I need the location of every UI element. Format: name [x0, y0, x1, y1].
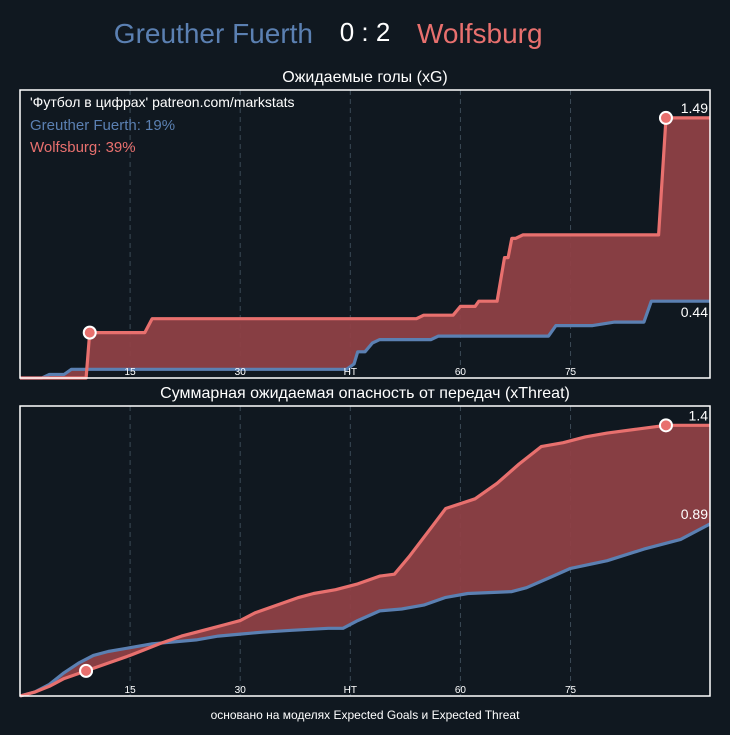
xg-chart: 15 30 HT 60 75 1.49 0.44: [19, 89, 711, 380]
xthreat-tick-label: 15: [125, 685, 137, 696]
xthreat-chart: 15 30 HT 60 75 1.4 0.89: [19, 405, 711, 698]
xg-tick-label: 15: [125, 367, 137, 378]
xthreat-home-line: [19, 522, 711, 698]
xg-tick-label: 30: [235, 367, 247, 378]
xthreat-goal-marker: [79, 663, 94, 678]
away-team-name: Wolfsburg: [417, 18, 543, 49]
xg-home-line: [20, 299, 710, 380]
xg-goal-marker: [658, 110, 673, 125]
xg-away-line: [20, 116, 710, 380]
xthreat-tick-label: 75: [565, 685, 577, 696]
xthreat-chart-title: Суммарная ожидаемая опасность от передач…: [160, 385, 570, 402]
xthreat-frame: [19, 405, 711, 697]
xg-chart-annotation: 'Футбол в цифрах' patreon.com/markstats: [30, 94, 295, 110]
xg-goal-marker: [82, 325, 97, 340]
xthreat-goal-marker: [658, 418, 673, 433]
xg-difference-area: [20, 117, 710, 379]
xg-away-end-label: 1.49: [681, 100, 708, 116]
xg-home-end-label: 0.44: [681, 304, 708, 320]
xg-legend-home: Greuther Fuerth: 19%: [30, 117, 175, 134]
xg-tick-label: HT: [344, 367, 357, 378]
xthreat-away-line: [19, 423, 710, 698]
footer-credit: основано на моделях Expected Goals и Exp…: [211, 708, 521, 722]
xthreat-tick-label: HT: [344, 685, 357, 696]
xg-frame: [19, 89, 711, 379]
xg-tick-label: 60: [455, 367, 467, 378]
xthreat-tick-label: 60: [455, 685, 467, 696]
xg-chart-title: Ожидаемые голы (xG): [282, 69, 447, 86]
xthreat-home-end-label: 0.89: [681, 506, 708, 522]
xthreat-difference-area: [20, 425, 710, 696]
match-score: 0 : 2: [340, 17, 391, 47]
xg-legend-away: Wolfsburg: 39%: [30, 139, 136, 156]
home-team-name: Greuther Fuerth: [114, 18, 313, 49]
xthreat-tick-label: 30: [235, 685, 247, 696]
xthreat-away-end-label: 1.4: [689, 407, 709, 423]
xg-tick-label: 75: [565, 367, 577, 378]
